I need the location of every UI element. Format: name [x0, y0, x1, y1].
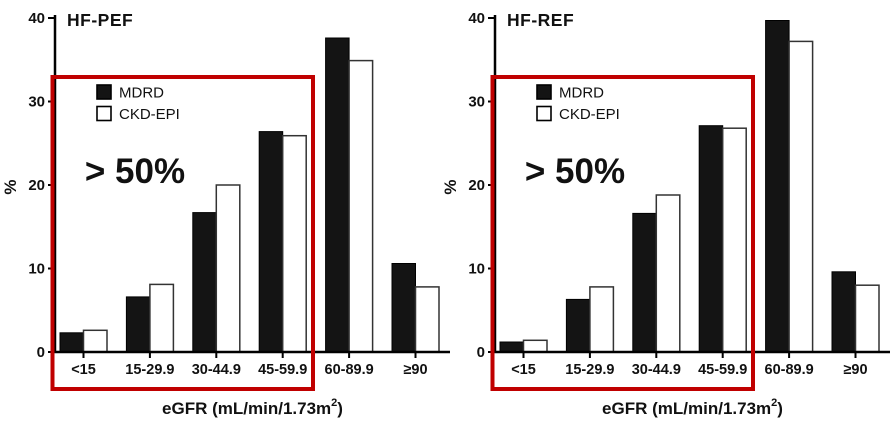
bar-ckd-epi-5 [854, 284, 880, 353]
highlight-box [50, 75, 315, 391]
bar-chart-svg: 0 10 20 30 40 <15 15-29.9 30-44.9 45-59.9 60-89.9… [441, 10, 890, 418]
y-tick-label: 20 [468, 177, 485, 194]
y-tick-label: 10 [28, 261, 45, 278]
chart-title: HF-REF [507, 10, 574, 30]
x-category-label: 45-59.9 [258, 362, 307, 378]
bar-mdrd-2 [192, 212, 217, 353]
chart-hf-pef: 0 10 20 30 40 <15 15-29.9 30-44.9 45-59.9 60-89.9… [1, 10, 450, 418]
bar-mdrd-4 [325, 37, 350, 353]
y-tick-label: 0 [477, 344, 485, 361]
bar-mdrd-1 [125, 296, 151, 353]
bar-mdrd-5 [391, 263, 416, 353]
chart-hf-ref: 0 10 20 30 40 <15 15-29.9 30-44.9 45-59.9 60-89.9… [440, 0, 894, 435]
legend-swatch-ckd-epi [96, 105, 112, 122]
annotation-gt-50pct: > 50% [525, 152, 625, 191]
x-category-label: 15-29.9 [125, 362, 174, 378]
x-category-label: 30-44.9 [632, 362, 681, 378]
x-axis-title: eGFR (mL/min/1.73m2) [602, 397, 783, 418]
x-category-label: ≥90 [403, 362, 427, 378]
bar-ckd-epi-0 [82, 329, 108, 353]
x-category-label: 15-29.9 [565, 362, 614, 378]
legend-label-mdrd: MDRD [119, 85, 164, 102]
bar-mdrd-3 [698, 125, 724, 353]
bar-ckd-epi-2 [655, 194, 681, 353]
x-category-label: 60-89.9 [325, 362, 374, 378]
bar-ckd-epi-4 [788, 40, 814, 353]
x-category-label: 30-44.9 [192, 362, 241, 378]
y-axis-title: % [441, 179, 460, 194]
highlight-box [490, 75, 755, 391]
bar-ckd-epi-3 [721, 127, 747, 353]
bar-ckd-epi-1 [149, 283, 175, 353]
y-tick-label: 40 [468, 10, 485, 27]
x-category-label: 45-59.9 [698, 362, 747, 378]
y-tick-label: 0 [37, 344, 45, 361]
legend-swatch-mdrd [536, 84, 552, 100]
legend-swatch-mdrd [96, 84, 112, 100]
bar-mdrd-3 [258, 131, 284, 353]
y-tick-label: 20 [28, 177, 45, 194]
x-category-label: <15 [71, 362, 96, 378]
bar-mdrd-0 [499, 341, 524, 353]
chart-title: HF-PEF [67, 10, 133, 30]
bar-ckd-epi-3 [281, 134, 307, 353]
bar-ckd-epi-4 [348, 59, 374, 353]
bar-mdrd-4 [765, 20, 790, 353]
legend-swatch-ckd-epi [536, 105, 552, 122]
bar-mdrd-0 [59, 332, 84, 353]
bar-ckd-epi-5 [414, 286, 440, 353]
annotation-gt-50pct: > 50% [85, 152, 185, 191]
y-tick-label: 30 [468, 94, 485, 111]
y-tick-label: 10 [468, 261, 485, 278]
legend-label-ckd-epi: CKD-EPI [119, 106, 180, 123]
bar-chart-svg: 0 10 20 30 40 <15 15-29.9 30-44.9 45-59.9 60-89.9… [1, 10, 450, 418]
x-category-label: ≥90 [843, 362, 867, 378]
y-axis-title: % [1, 179, 20, 194]
legend-label-ckd-epi: CKD-EPI [559, 106, 620, 123]
bar-ckd-epi-1 [589, 286, 615, 353]
y-tick-label: 40 [28, 10, 45, 27]
x-category-label: 60-89.9 [765, 362, 814, 378]
x-category-label: <15 [511, 362, 536, 378]
legend-label-mdrd: MDRD [559, 85, 604, 102]
bar-mdrd-2 [632, 212, 657, 353]
bar-mdrd-5 [831, 271, 856, 353]
bar-mdrd-1 [565, 298, 591, 353]
y-tick-label: 30 [28, 94, 45, 111]
bar-ckd-epi-2 [215, 184, 241, 353]
x-axis-title: eGFR (mL/min/1.73m2) [162, 397, 343, 418]
bar-ckd-epi-0 [522, 339, 548, 353]
